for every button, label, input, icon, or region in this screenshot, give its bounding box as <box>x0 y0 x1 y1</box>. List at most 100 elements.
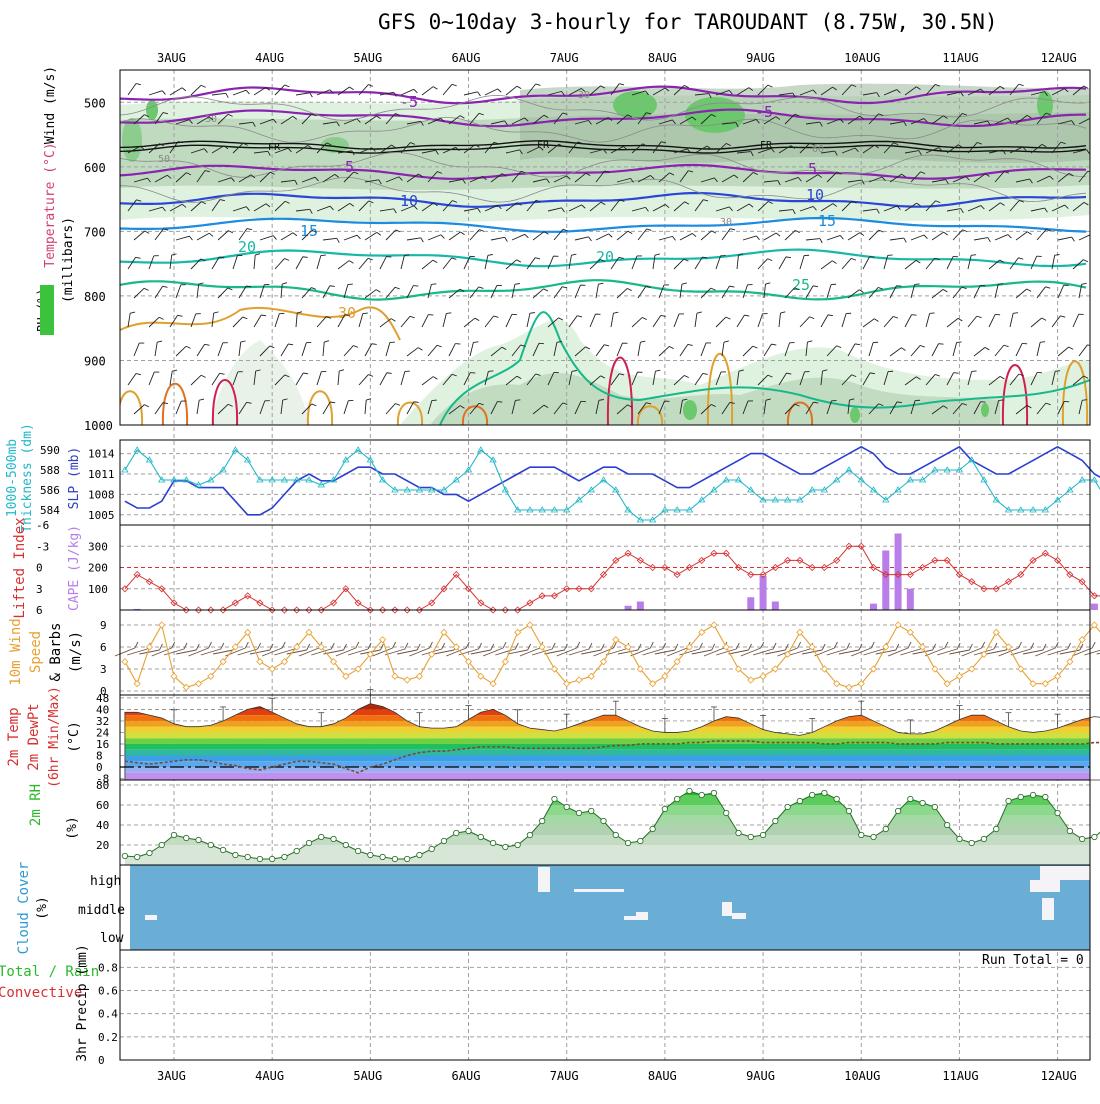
thickness-tick-label: 590 <box>40 444 60 457</box>
rh-marker <box>1043 794 1048 799</box>
rh-marker <box>515 842 520 847</box>
rh-marker <box>269 856 274 861</box>
wind-speed-marker <box>490 681 496 687</box>
date-tick-label-top: 6AUG <box>452 51 481 65</box>
rh-marker <box>429 846 434 851</box>
date-tick-label-top: 5AUG <box>353 51 382 65</box>
rh-marker <box>196 837 201 842</box>
wind-speed-marker <box>711 622 717 628</box>
precip-axis-label: 3hr Precip (mm) <box>75 944 90 1061</box>
wind-speed-marker <box>196 681 202 687</box>
rh-marker <box>159 842 164 847</box>
rh-band <box>120 835 1090 845</box>
slp-tick-label: 1014 <box>88 448 115 461</box>
rh-marker <box>576 810 581 815</box>
surface-wind-barb <box>741 648 761 656</box>
surface-wind-barb-flag <box>515 643 518 649</box>
rh-marker <box>920 800 925 805</box>
wind-speed-marker <box>134 681 140 687</box>
chart-title: GFS 0~10day 3-hourly for TAROUDANT (8.75… <box>378 10 998 34</box>
rh-marker <box>638 838 643 843</box>
surface-wind-barb <box>483 648 503 656</box>
rh-marker <box>306 840 311 845</box>
date-tick-label-bottom: 12AUG <box>1041 1069 1077 1083</box>
surface-wind-barb-flag <box>712 644 715 650</box>
rh-band <box>120 795 1090 805</box>
slp-tick-label: 1008 <box>88 488 115 501</box>
temperature-axis-label: Temperature (°C) <box>43 142 58 267</box>
wind-speed-marker <box>515 629 521 635</box>
wind-barb-flag <box>1092 234 1096 237</box>
wind-barb-flag <box>473 342 478 343</box>
rh-marker <box>441 838 446 843</box>
rh-marker <box>171 832 176 837</box>
rh-tick-label: 60 <box>96 799 109 812</box>
surface-wind-barb <box>925 648 945 656</box>
wind-barb-flag <box>981 402 986 403</box>
cape-tick-label: 300 <box>88 540 108 553</box>
cloud-axis-label: Cloud Cover <box>16 862 32 955</box>
rh-marker <box>601 818 606 823</box>
rh-marker <box>932 804 937 809</box>
temp-unit-label: (°C) <box>67 721 82 752</box>
rh-marker <box>343 842 348 847</box>
li-axis-label: Lifted Index <box>12 517 28 618</box>
li-tick-label: -6 <box>36 519 49 532</box>
surface-wind-barb-flag <box>1031 643 1034 649</box>
date-tick-label-top: 10AUG <box>844 51 880 65</box>
panel-frame-precip <box>120 950 1090 1060</box>
wind-barb-flag <box>488 371 493 372</box>
rh-marker <box>1092 834 1097 839</box>
wind-speed-marker <box>895 622 901 628</box>
wind-speed-marker <box>527 622 533 628</box>
surface-wind-barb <box>888 648 908 656</box>
rh-marker <box>944 822 949 827</box>
thickness-tick-label: 584 <box>40 504 60 517</box>
surface-wind-barb <box>299 648 319 656</box>
surface-wind-barb-flag <box>773 643 776 649</box>
wind-axis-label-3: & Barbs <box>48 622 64 681</box>
surface-wind-barb-flag <box>1068 643 1071 649</box>
date-tick-label-top: 8AUG <box>648 51 677 65</box>
rh-marker <box>895 808 900 813</box>
date-tick-label-bottom: 11AUG <box>942 1069 978 1083</box>
rh-marker <box>969 840 974 845</box>
wind-speed-marker <box>576 677 582 683</box>
rh-marker <box>785 804 790 809</box>
rh-marker <box>294 848 299 853</box>
thickness-line <box>125 450 1100 520</box>
wind-speed-marker <box>159 622 165 628</box>
rh-marker <box>245 854 250 859</box>
cloud-patch <box>538 867 550 892</box>
cloud-tick-label: low <box>100 931 124 946</box>
wind-axis-label-4: (m/s) <box>68 631 84 673</box>
rh-marker <box>724 810 729 815</box>
convective-label: Convective <box>0 985 82 1001</box>
rh-marker <box>319 834 324 839</box>
precip-tick-label: 0.8 <box>98 961 118 974</box>
rh-marker <box>552 796 557 801</box>
wind-barb-flag <box>999 400 1004 401</box>
rh-marker <box>834 796 839 801</box>
li-tick-label: 3 <box>36 583 43 596</box>
cape-bar <box>1091 604 1098 610</box>
surface-wind-barb-flag <box>994 643 997 649</box>
wind-tick-label: 3 <box>100 663 107 676</box>
surface-wind-barb-flag <box>699 643 702 649</box>
slp-line <box>125 447 1100 515</box>
date-tick-label-bottom: 8AUG <box>648 1069 677 1083</box>
surface-wind-barb-flag <box>552 643 555 649</box>
contour-label: 60 <box>812 144 824 155</box>
surface-wind-barb <box>115 648 135 656</box>
rh-marker <box>564 804 569 809</box>
contour-label: 20 <box>596 248 614 266</box>
contour-label: -5 <box>755 103 773 121</box>
pressure-tick-label: 1000 <box>84 419 113 433</box>
surface-wind-barb-flag <box>479 643 482 649</box>
contour-label: 10 <box>806 186 824 204</box>
rh-marker <box>773 818 778 823</box>
li-tick-label: 6 <box>36 604 43 617</box>
date-tick-label-top: 7AUG <box>550 51 579 65</box>
wind-barb-flag <box>957 342 962 343</box>
rh-marker <box>625 840 630 845</box>
